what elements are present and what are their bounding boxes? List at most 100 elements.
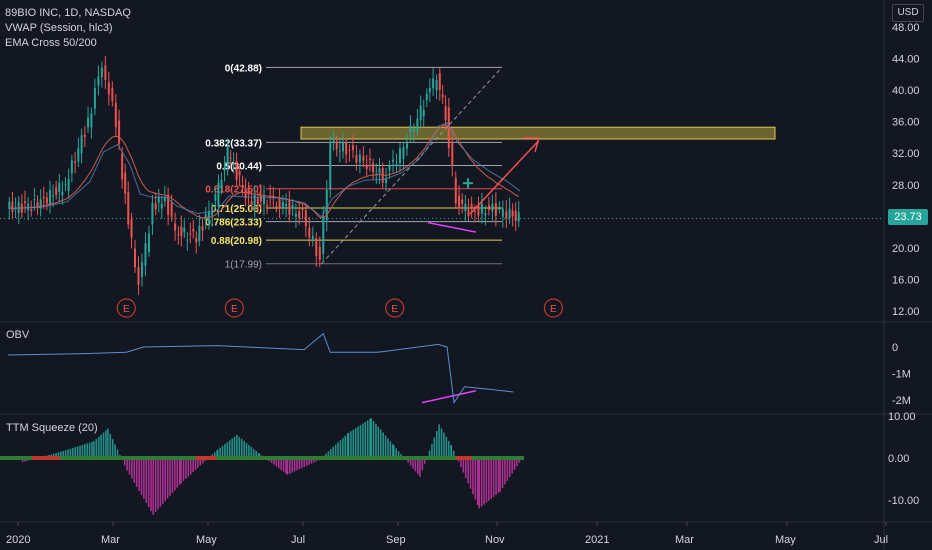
squeeze-dot	[32, 456, 36, 460]
candle-body	[80, 135, 83, 154]
squeeze-dot	[432, 456, 436, 460]
squeeze-bar	[248, 444, 250, 458]
candle-body	[87, 117, 90, 128]
squeeze-dot	[128, 456, 132, 460]
candle-body	[385, 177, 388, 184]
candle-body	[107, 82, 110, 95]
earnings-marker-label: E	[550, 304, 557, 315]
candle-body	[140, 262, 143, 278]
squeeze-bar	[169, 458, 171, 496]
candle-body	[42, 196, 45, 199]
candle-body	[368, 158, 371, 161]
squeeze-pane-title[interactable]: TTM Squeeze (20)	[6, 422, 98, 434]
candle-body	[375, 173, 378, 175]
fib-trend-line	[321, 67, 503, 265]
squeeze-bar	[282, 458, 285, 472]
squeeze-bar	[55, 453, 57, 458]
squeeze-bar	[409, 458, 412, 466]
candle-body	[422, 110, 425, 117]
vwap-legend[interactable]: VWAP (Session, hlc3)	[5, 22, 113, 34]
currency-label[interactable]: USD	[892, 4, 924, 22]
fib-level-label: 0(42.88)	[225, 63, 262, 74]
candle-body	[195, 237, 198, 243]
squeeze-bar	[474, 458, 477, 500]
candle-body	[318, 246, 321, 260]
squeeze-bar	[298, 458, 301, 470]
squeeze-bar	[421, 458, 424, 471]
squeeze-dot	[152, 456, 156, 460]
ema-legend[interactable]: EMA Cross 50/200	[5, 37, 97, 49]
ema-50-line	[9, 124, 519, 219]
squeeze-bar	[213, 452, 216, 458]
last-price-badge: 23.73	[888, 209, 928, 225]
squeeze-bar	[275, 458, 278, 467]
candle-body	[223, 167, 226, 171]
symbol-title[interactable]: 89BIO INC, 1D, NASDAQ	[5, 7, 131, 19]
candle-body	[467, 209, 470, 217]
candle-body	[432, 78, 435, 89]
squeeze-dot	[488, 456, 492, 460]
squeeze-bar	[501, 458, 504, 488]
x-tick-label: Jul	[291, 534, 305, 546]
vwap-line	[7, 122, 521, 218]
squeeze-bar	[375, 423, 377, 458]
squeeze-bar	[245, 442, 248, 458]
squeeze-bar	[143, 458, 145, 499]
candle-body	[48, 190, 51, 204]
squeeze-bar	[372, 420, 375, 458]
squeeze-bar	[443, 432, 445, 458]
obv-pane-title[interactable]: OBV	[6, 329, 30, 341]
candle-body	[419, 105, 422, 121]
price-divergence-line	[427, 221, 477, 233]
candle-body	[238, 170, 241, 176]
candle-body	[170, 202, 173, 217]
squeeze-bar	[79, 445, 81, 458]
squeeze-dot	[264, 456, 268, 460]
candle-body	[134, 248, 137, 268]
squeeze-dot	[348, 456, 352, 460]
squeeze-bar	[258, 453, 261, 458]
squeeze-bar	[347, 432, 350, 458]
squeeze-bar	[228, 440, 231, 458]
squeeze-dot	[224, 456, 228, 460]
squeeze-bar	[393, 445, 395, 458]
squeeze-bar	[166, 458, 169, 499]
candle-body	[100, 67, 103, 78]
candle-body	[174, 223, 177, 231]
candle-body	[358, 154, 361, 163]
candle-body	[114, 102, 117, 128]
squeeze-bar	[201, 458, 204, 464]
candle-body	[285, 204, 288, 207]
squeeze-dot	[116, 456, 120, 460]
squeeze-dot	[400, 456, 404, 460]
squeeze-dot	[156, 456, 160, 460]
squeeze-bar	[492, 458, 495, 497]
squeeze-bar	[102, 432, 105, 458]
squeeze-bar	[480, 458, 483, 507]
squeeze-dot	[204, 456, 208, 460]
x-tick-label: 2020	[6, 534, 30, 546]
squeeze-bar	[506, 458, 509, 481]
x-tick-label: 2021	[585, 534, 609, 546]
squeeze-bar	[97, 436, 100, 458]
squeeze-bar	[192, 458, 194, 473]
squeeze-bar	[337, 442, 339, 458]
squeeze-dot	[376, 456, 380, 460]
x-tick-label: May	[775, 534, 796, 546]
candle-body	[505, 211, 508, 219]
squeeze-bar	[187, 458, 190, 477]
squeeze-dot	[440, 456, 444, 460]
x-tick-label: Mar	[101, 534, 120, 546]
squeeze-dot	[188, 456, 192, 460]
squeeze-bar	[105, 430, 107, 458]
squeeze-dot	[384, 456, 388, 460]
y-tick-label: 36.00	[892, 117, 920, 129]
candle-body	[378, 168, 381, 174]
squeeze-dot	[232, 456, 236, 460]
squeeze-bar	[154, 458, 157, 512]
squeeze-dot	[288, 456, 292, 460]
squeeze-bar	[313, 458, 315, 463]
squeeze-dot	[460, 456, 464, 460]
squeeze-bar	[189, 458, 192, 475]
